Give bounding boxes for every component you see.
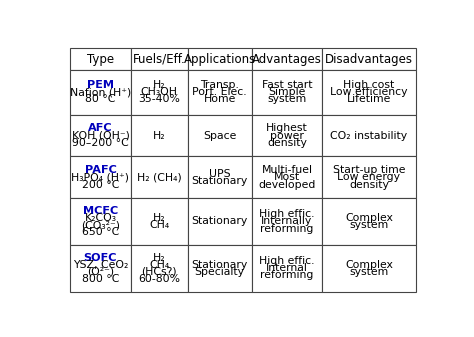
Text: (O²⁻): (O²⁻) [87, 267, 114, 277]
Bar [188, 198, 252, 245]
Text: H₂: H₂ [153, 253, 165, 263]
Text: 200 °C: 200 °C [82, 180, 119, 190]
Text: AFC: AFC [88, 123, 113, 133]
Bar [131, 48, 188, 70]
Text: H₃PO₄ (H⁺): H₃PO₄ (H⁺) [72, 173, 129, 182]
Bar [70, 115, 131, 156]
Text: CO₂ instability: CO₂ instability [330, 130, 408, 141]
Text: H₂ (CH₄): H₂ (CH₄) [137, 173, 182, 182]
Text: High cost: High cost [343, 80, 394, 90]
Text: MCFC: MCFC [83, 206, 118, 216]
Bar [252, 48, 322, 70]
Text: H₂: H₂ [153, 213, 165, 223]
Text: system: system [349, 220, 389, 230]
Bar [322, 48, 416, 70]
Text: Applications: Applications [183, 53, 256, 66]
Text: CH₄: CH₄ [149, 220, 169, 230]
Bar [322, 245, 416, 292]
Text: Internally: Internally [261, 216, 312, 226]
Text: 60-80%: 60-80% [138, 274, 180, 284]
Text: (HCs?): (HCs?) [141, 267, 177, 277]
Bar [70, 70, 131, 115]
Text: density: density [349, 180, 389, 190]
Text: Transp.: Transp. [200, 80, 239, 90]
Bar [188, 156, 252, 198]
Text: Advantages: Advantages [252, 53, 322, 66]
Bar [252, 70, 322, 115]
Text: UPS: UPS [209, 169, 230, 179]
Text: developed: developed [258, 180, 316, 190]
Text: PEM: PEM [87, 80, 114, 90]
Text: 80 °C: 80 °C [85, 94, 116, 104]
Bar [322, 115, 416, 156]
Text: High effic.: High effic. [259, 256, 315, 266]
Bar [322, 156, 416, 198]
Bar [252, 245, 322, 292]
Text: Internal: Internal [266, 263, 308, 273]
Text: Stationary: Stationary [191, 176, 248, 186]
Bar [188, 115, 252, 156]
Text: SOFC: SOFC [84, 253, 117, 263]
Text: Port. Elec.: Port. Elec. [192, 87, 247, 97]
Text: Low energy: Low energy [337, 173, 401, 182]
Text: KOH (OH⁻): KOH (OH⁻) [72, 130, 129, 141]
Text: power: power [270, 130, 304, 141]
Text: Specialty: Specialty [195, 267, 245, 277]
Bar [70, 245, 131, 292]
Text: Fuels/Eff.: Fuels/Eff. [133, 53, 185, 66]
Text: CH₃OH: CH₃OH [141, 87, 178, 97]
Text: High effic.: High effic. [259, 209, 315, 219]
Bar [131, 198, 188, 245]
Bar [131, 70, 188, 115]
Text: CH₄: CH₄ [149, 260, 169, 270]
Text: Lifetime: Lifetime [347, 94, 391, 104]
Bar [188, 70, 252, 115]
Text: PAFC: PAFC [84, 165, 117, 175]
Text: reforming: reforming [260, 223, 314, 234]
Bar [188, 245, 252, 292]
Text: Most: Most [274, 173, 300, 182]
Bar [322, 198, 416, 245]
Text: Disadvantages: Disadvantages [325, 53, 413, 66]
Text: H₂: H₂ [153, 130, 165, 141]
Text: Nafion (H⁺): Nafion (H⁺) [70, 87, 131, 97]
Text: Stationary: Stationary [191, 260, 248, 270]
Bar [131, 115, 188, 156]
Text: Space: Space [203, 130, 237, 141]
Bar [70, 198, 131, 245]
Bar [322, 70, 416, 115]
Text: Simple: Simple [268, 87, 306, 97]
Text: system: system [267, 94, 307, 104]
Bar [188, 48, 252, 70]
Text: density: density [267, 138, 307, 148]
Bar [131, 156, 188, 198]
Bar [252, 198, 322, 245]
Text: 90–200 °C: 90–200 °C [72, 138, 129, 148]
Text: 650 °C: 650 °C [82, 227, 119, 237]
Text: system: system [349, 267, 389, 277]
Text: reforming: reforming [260, 271, 314, 280]
Text: (CO₃²⁻): (CO₃²⁻) [81, 220, 120, 230]
Text: Start-up time: Start-up time [333, 165, 405, 175]
Bar [70, 156, 131, 198]
Text: 800 °C: 800 °C [82, 274, 119, 284]
Text: Type: Type [87, 53, 114, 66]
Text: Stationary: Stationary [191, 216, 248, 226]
Text: Low efficiency: Low efficiency [330, 87, 408, 97]
Bar [252, 115, 322, 156]
Text: Multi-fuel: Multi-fuel [262, 165, 312, 175]
Text: H₂: H₂ [153, 80, 165, 90]
Text: Fast start: Fast start [262, 80, 312, 90]
Bar [252, 156, 322, 198]
Text: Complex: Complex [345, 260, 393, 270]
Bar [131, 245, 188, 292]
Bar [70, 48, 131, 70]
Text: Home: Home [203, 94, 236, 104]
Text: YSZ, CeO₂: YSZ, CeO₂ [73, 260, 128, 270]
Text: 35-40%: 35-40% [138, 94, 180, 104]
Text: K₂CO₃: K₂CO₃ [84, 213, 117, 223]
Text: Complex: Complex [345, 213, 393, 223]
Text: Highest: Highest [266, 123, 308, 133]
